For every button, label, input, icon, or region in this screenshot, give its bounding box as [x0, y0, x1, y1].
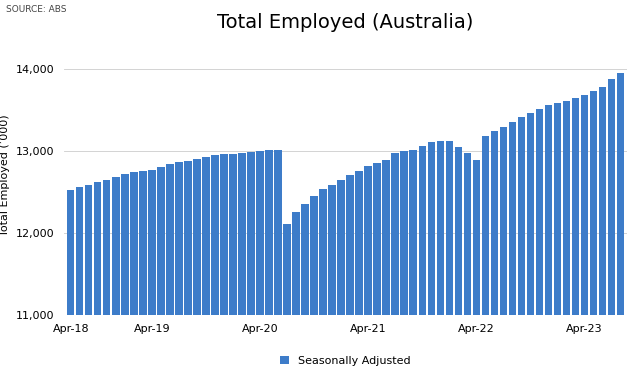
Bar	[310, 196, 317, 366]
Bar	[563, 101, 570, 366]
Bar	[392, 153, 399, 366]
Bar	[536, 109, 543, 366]
Bar	[463, 153, 471, 366]
Bar	[292, 212, 300, 366]
Bar	[410, 149, 417, 366]
Bar	[617, 74, 624, 366]
Bar	[247, 152, 255, 366]
Bar	[94, 182, 102, 366]
Bar	[509, 122, 516, 366]
Bar	[148, 169, 156, 366]
Bar	[346, 175, 354, 366]
Bar	[193, 159, 200, 366]
Bar	[527, 113, 534, 366]
Bar	[103, 180, 111, 366]
Bar	[211, 155, 219, 366]
Bar	[157, 167, 164, 366]
Text: SOURCE: ABS: SOURCE: ABS	[6, 5, 67, 15]
Bar	[599, 86, 606, 366]
Bar	[545, 105, 552, 366]
Bar	[383, 160, 390, 366]
Bar	[436, 141, 444, 366]
Bar	[202, 157, 210, 366]
Bar	[256, 151, 264, 366]
Bar	[139, 171, 147, 366]
Bar	[364, 166, 372, 366]
Bar	[481, 135, 489, 366]
Bar	[85, 185, 92, 366]
Bar	[266, 150, 273, 366]
Bar	[112, 177, 120, 366]
Bar	[238, 153, 246, 366]
Bar	[67, 190, 74, 366]
Bar	[472, 160, 480, 366]
Bar	[608, 79, 615, 366]
Legend: Seasonally Adjusted: Seasonally Adjusted	[276, 351, 415, 366]
Y-axis label: Total Employed (’000): Total Employed (’000)	[0, 115, 10, 236]
Bar	[454, 147, 462, 366]
Bar	[121, 175, 129, 366]
Bar	[130, 172, 138, 366]
Bar	[284, 224, 291, 366]
Bar	[572, 98, 579, 366]
Bar	[419, 146, 426, 366]
Bar	[401, 151, 408, 366]
Bar	[428, 142, 435, 366]
Bar	[518, 117, 525, 366]
Bar	[166, 164, 173, 366]
Bar	[337, 180, 345, 366]
Bar	[319, 189, 327, 366]
Bar	[184, 161, 191, 366]
Bar	[301, 204, 308, 366]
Bar	[554, 103, 561, 366]
Bar	[175, 162, 182, 366]
Bar	[76, 187, 83, 366]
Bar	[589, 91, 597, 366]
Bar	[275, 150, 282, 366]
Bar	[500, 127, 507, 366]
Bar	[355, 171, 363, 366]
Title: Total Employed (Australia): Total Employed (Australia)	[218, 13, 474, 32]
Bar	[220, 154, 228, 366]
Bar	[229, 154, 237, 366]
Bar	[580, 95, 588, 366]
Bar	[491, 131, 498, 366]
Bar	[328, 186, 336, 366]
Bar	[374, 163, 381, 366]
Bar	[445, 141, 453, 366]
